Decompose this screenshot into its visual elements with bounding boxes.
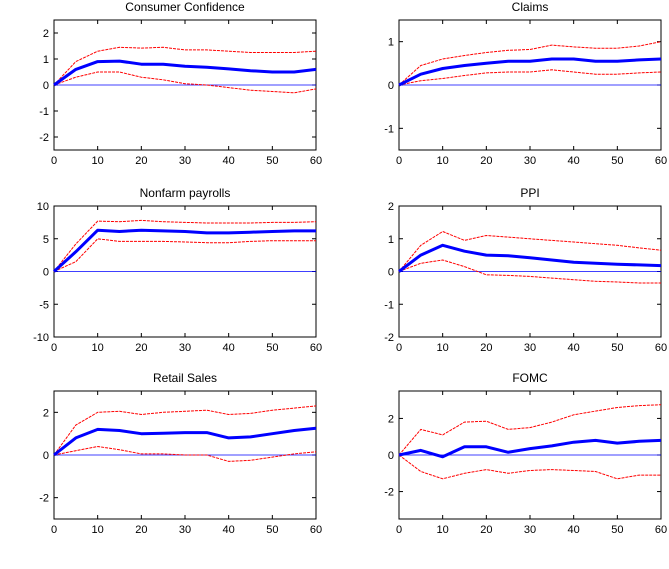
panel-title: PPI [520,186,539,200]
lower-band-line [53,238,316,272]
y-tick-label: -10 [33,332,49,344]
y-tick-label: 2 [43,28,49,40]
x-tick-label: 40 [223,155,235,167]
y-tick-label: 0 [43,450,49,462]
x-tick-label: 40 [568,342,580,354]
y-tick-label: 2 [388,413,394,425]
y-tick-label: -1 [384,123,394,135]
y-tick-label: -2 [39,132,49,144]
x-tick-label: 0 [51,155,57,167]
x-tick-label: 50 [611,524,623,536]
panel-3: Nonfarm payrolls 0 10 20 30 40 50 60 -10 -5 0 5 10 [33,186,322,354]
x-tick-label: 20 [135,524,147,536]
x-tick-label: 50 [611,155,623,167]
y-tick-label: -5 [39,299,49,311]
upper-band-line [398,231,662,272]
panel-6: FOMC 0 10 20 30 40 50 60 -2 0 2 [384,371,667,536]
y-tick-label: 10 [37,201,49,213]
panel-title: FOMC [512,371,548,385]
x-tick-label: 20 [135,342,147,354]
y-tick-label: 1 [43,54,49,66]
x-tick-label: 40 [223,524,235,536]
x-tick-label: 30 [179,342,191,354]
y-tick-label: 1 [388,234,394,246]
x-tick-label: 10 [92,342,104,354]
x-tick-label: 20 [480,524,492,536]
lower-band-line [53,446,317,462]
x-tick-label: 20 [480,155,492,167]
x-tick-label: 0 [51,524,57,536]
x-tick-label: 20 [135,155,147,167]
x-tick-label: 30 [524,342,536,354]
irf-line [52,228,316,273]
x-tick-label: 60 [655,342,667,354]
panel-title: Consumer Confidence [125,0,245,14]
panel-title: Nonfarm payrolls [140,186,231,200]
x-tick-label: 60 [655,524,667,536]
x-tick-label: 60 [310,524,322,536]
x-tick-label: 40 [223,342,235,354]
x-tick-label: 0 [396,524,402,536]
y-tick-label: -2 [384,332,394,344]
panel-1: Consumer Confidence 0 10 20 30 40 50 60 -2 -1 0 1 2 [39,0,322,167]
x-tick-label: 10 [437,342,449,354]
y-tick-label: -1 [39,106,49,118]
upper-band-line [53,405,317,456]
upper-band-line [53,219,317,272]
panel-4: PPI 0 10 20 30 40 50 60 -2 -1 0 1 2 [384,186,667,354]
y-tick-label: -2 [384,487,394,499]
irf-line [53,426,317,457]
irf-line [398,243,662,273]
x-tick-label: 10 [437,155,449,167]
y-tick-label: 0 [43,267,49,279]
x-tick-label: 30 [179,524,191,536]
x-tick-label: 50 [266,342,278,354]
x-tick-label: 30 [179,155,191,167]
y-tick-label: 5 [43,234,49,246]
irf-line [398,438,662,459]
x-tick-label: 0 [396,155,402,167]
y-tick-label: 0 [388,80,394,92]
lower-band-line [398,69,662,86]
x-tick-label: 0 [396,342,402,354]
y-tick-label: 0 [388,450,394,462]
panel-2: Claims 0 10 20 30 40 50 60 -1 0 1 [384,0,667,167]
y-tick-label: 0 [43,80,49,92]
irf-line [53,59,317,87]
panel-title: Retail Sales [153,371,217,385]
upper-band-line [53,46,317,86]
x-tick-label: 30 [524,524,536,536]
panel-5: Retail Sales 0 10 20 30 40 50 60 -2 0 2 [39,371,322,536]
x-tick-label: 20 [480,342,492,354]
y-tick-label: -1 [384,299,394,311]
upper-band-line [398,41,662,86]
x-tick-label: 60 [310,155,322,167]
x-tick-label: 50 [611,342,623,354]
lower-band-line [53,71,317,94]
x-tick-label: 60 [655,155,667,167]
x-tick-label: 30 [524,155,536,167]
x-tick-label: 40 [568,155,580,167]
x-tick-label: 50 [266,524,278,536]
upper-band-line [398,404,662,456]
x-tick-label: 50 [266,155,278,167]
panel-title: Claims [512,0,549,14]
irf-line [398,57,662,87]
y-tick-label: 2 [388,201,394,213]
y-tick-label: -2 [39,493,49,505]
x-tick-label: 10 [92,155,104,167]
x-tick-label: 40 [568,524,580,536]
lower-band-line [398,259,661,284]
y-tick-label: 2 [43,407,49,419]
lower-band-line [398,454,661,480]
y-tick-label: 1 [388,37,394,49]
y-tick-label: 0 [388,267,394,279]
x-tick-label: 0 [51,342,57,354]
x-tick-label: 10 [92,524,104,536]
x-tick-label: 10 [437,524,449,536]
x-tick-label: 60 [310,342,322,354]
